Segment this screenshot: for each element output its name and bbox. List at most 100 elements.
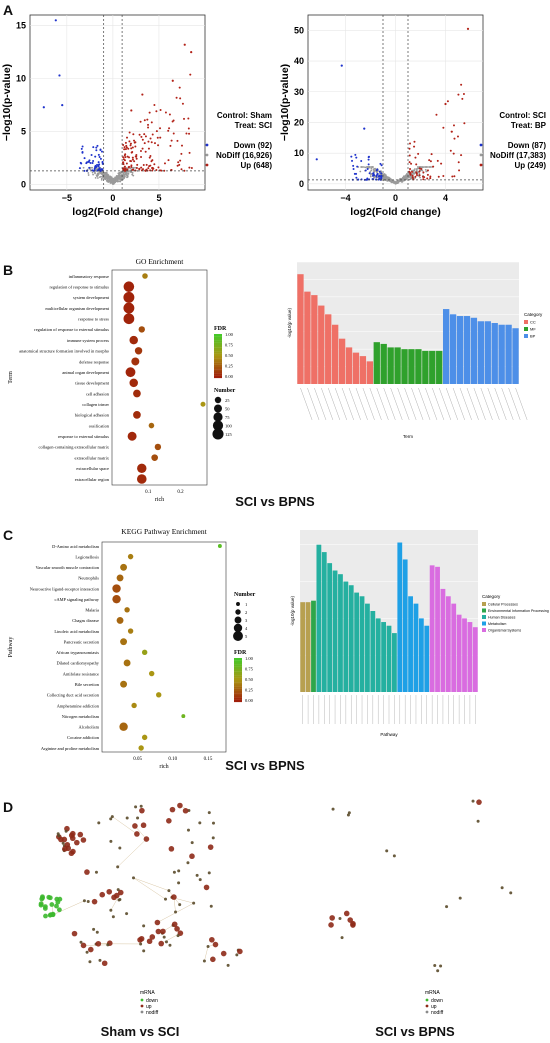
go-bar [442,309,450,384]
nodiff-point [417,167,420,170]
nodiff-point [122,176,124,179]
network-node [209,904,213,908]
kegg-bar [386,625,392,692]
go-panel: GO Enrichment inflammatory response regula… [8,257,543,503]
legend-control: Control: SCI [499,111,546,120]
down-point [360,159,363,162]
network-node [169,806,176,813]
up-point [409,168,412,171]
network-node [111,915,115,919]
down-point [380,164,383,167]
network-node [190,841,194,845]
go-bar-term-label-mark [459,387,472,421]
x-tick-label: 5 [156,193,161,203]
go-bar [498,324,505,384]
down-point [378,174,381,177]
up-point [122,163,125,166]
network-node [211,821,215,825]
network-node [117,889,124,896]
down-point [97,153,100,156]
kegg-bar [429,565,435,692]
go-bar [505,324,512,384]
go-bar-legend-title: Category [524,312,543,317]
down-point [372,172,375,175]
network-legend-up-marker [140,1004,144,1008]
panel-label-b: B [3,262,14,278]
go-term-label: multicellular organism development [45,306,109,311]
down-point [101,162,104,165]
network-node [168,943,172,947]
network-node [86,900,90,904]
go-dot [154,443,162,451]
go-term-label: anatomical structure formation involved … [19,349,110,354]
go-bar-term-label-mark [452,387,465,421]
kegg-dot [120,563,128,571]
up-point [144,150,147,153]
go-bar-term-label-mark [425,387,438,421]
kegg-dot [116,574,124,582]
kegg-dot [123,659,131,667]
up-point [422,171,425,174]
kegg-fdr-gradient-step [234,662,242,665]
up-point [460,83,463,86]
up-point [451,175,454,178]
network-node [226,963,230,967]
kegg-bar [327,563,333,692]
network-legend-down-marker [425,998,429,1002]
go-fdr-gradient-step [214,345,222,348]
kegg-bar [370,611,376,692]
up-point [163,162,166,165]
go-dot [123,313,135,325]
nodiff-point [127,170,130,172]
up-point [124,153,127,156]
network-legend-down: down [146,998,158,1004]
network-node [71,930,78,937]
kegg-bar [456,614,462,692]
outlier-point [315,158,318,161]
kegg-fdr-gradient-step [234,658,242,661]
down-point [95,146,98,149]
up-point [129,144,132,147]
up-point [178,86,181,89]
up-point [421,175,424,178]
nodiff-point [408,174,410,177]
up-point [169,144,172,147]
go-bar-term-label-mark [445,387,458,421]
network-node [155,928,162,935]
go-term-label: extracellular space [76,466,109,471]
network-node [138,935,145,942]
network-node [142,924,146,928]
kegg-fdr-gradient-step [234,699,242,703]
network-node [136,816,140,820]
go-fdr-tick: 0.25 [225,364,234,369]
down-point [91,162,94,165]
nodiff-point [87,172,90,174]
kegg-fdr-gradient-step [234,693,242,696]
go-number-tick: 25 [225,398,230,403]
up-point [449,149,452,152]
down-point [367,158,370,161]
nodiff-point [423,166,425,168]
x-axis-label: log2(Fold change) [72,206,162,218]
kegg-pathway-label: Collecting duct acid secretion [47,693,100,698]
down-point [78,167,81,170]
volcano-left: −5 0 5 0 5 10 15 log2(Fold change) −log10(p-valu… [1,14,272,218]
go-term-label: defense response [79,359,109,364]
network-node [458,896,462,900]
up-point [123,148,126,151]
up-point [122,167,125,170]
down-point [352,164,355,167]
y-tick-label: 30 [294,87,304,97]
kegg-pathway-label: Arginine and proline metabolism [41,746,100,751]
caption-d-left: Sham vs SCI [100,1024,180,1039]
network-node [331,807,335,811]
network-node [132,823,138,829]
kegg-bar [413,603,419,692]
nodiff-point [125,172,128,175]
kegg-fdr-gradient-step [234,660,242,663]
kegg-dot [127,553,134,560]
nodiff-point [106,179,109,182]
nodiff-point [117,177,119,179]
kegg-bar [381,622,387,692]
network-node [207,811,211,815]
